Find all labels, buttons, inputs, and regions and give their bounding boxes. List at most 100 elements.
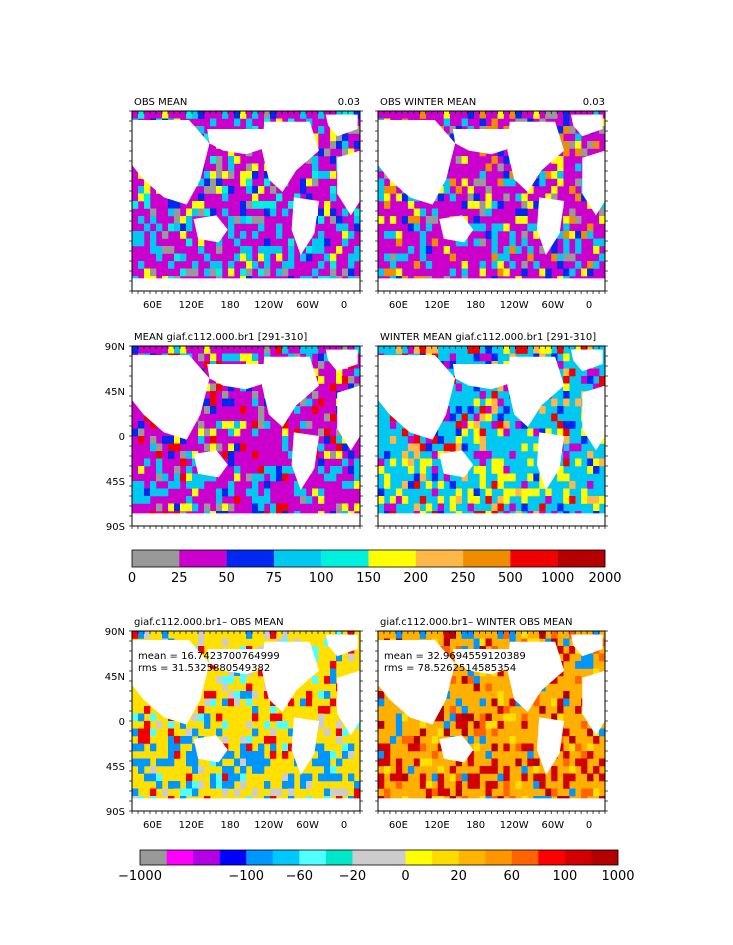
field-cell bbox=[228, 398, 235, 407]
field-cell bbox=[527, 223, 534, 232]
colorbar-diff-scale: −1000 −100 −60 −20 0 20 60 100 1000 bbox=[118, 849, 635, 884]
field-cell bbox=[593, 788, 600, 797]
colorbar-label: 1000 bbox=[601, 869, 634, 884]
field-cell bbox=[491, 728, 498, 737]
colorbar-label: −1000 bbox=[118, 869, 162, 884]
field-cell bbox=[569, 231, 576, 239]
field-cell bbox=[479, 208, 486, 217]
field-cell bbox=[378, 758, 385, 767]
field-cell bbox=[581, 428, 588, 437]
land-mask bbox=[582, 150, 605, 216]
field-cell bbox=[270, 246, 277, 254]
field-cell bbox=[258, 253, 265, 262]
field-cell bbox=[521, 721, 528, 729]
field-cell bbox=[401, 451, 409, 459]
field-cell bbox=[252, 171, 259, 179]
field-cell bbox=[192, 503, 199, 512]
x-tick-label: 120E bbox=[424, 820, 449, 831]
field-cell bbox=[198, 126, 205, 134]
field-cell bbox=[497, 466, 504, 474]
field-cell bbox=[210, 268, 217, 277]
colorbar-segment bbox=[226, 550, 275, 567]
field-cell bbox=[204, 171, 211, 179]
field-cell bbox=[300, 698, 307, 707]
field-cell bbox=[288, 201, 295, 209]
field-cell bbox=[449, 676, 456, 684]
field-cell bbox=[569, 766, 576, 774]
field-cell bbox=[210, 443, 217, 452]
colorbar-segment bbox=[463, 550, 511, 567]
field-cell bbox=[246, 743, 253, 752]
field-cell bbox=[467, 503, 474, 512]
field-cell bbox=[210, 171, 217, 179]
field-cell bbox=[575, 458, 582, 467]
field-cell bbox=[581, 488, 588, 497]
field-cell bbox=[557, 713, 564, 722]
x-tick-label: 60E bbox=[389, 820, 408, 831]
field-cell bbox=[162, 231, 169, 239]
field-cell bbox=[252, 398, 259, 407]
field-cell bbox=[138, 713, 145, 722]
field-cell bbox=[354, 141, 360, 149]
field-cell bbox=[186, 758, 193, 767]
field-cell bbox=[497, 178, 504, 187]
field-cell bbox=[401, 253, 409, 262]
field-cell bbox=[342, 376, 349, 384]
field-cell bbox=[234, 788, 241, 797]
field-cell bbox=[491, 398, 498, 407]
field-cell bbox=[503, 713, 510, 722]
field-cell bbox=[413, 736, 421, 744]
field-cell bbox=[479, 443, 486, 452]
field-cell bbox=[192, 488, 199, 497]
field-cell bbox=[234, 428, 241, 437]
land-mask bbox=[325, 114, 358, 137]
field-cell bbox=[587, 751, 594, 759]
field-cell bbox=[407, 201, 415, 209]
field-cell bbox=[425, 781, 433, 789]
field-cell bbox=[222, 751, 229, 759]
field-cell bbox=[324, 253, 331, 262]
field-cell bbox=[264, 721, 271, 729]
field-cell bbox=[497, 473, 504, 482]
field-cell bbox=[521, 743, 528, 752]
field-cell bbox=[180, 223, 187, 232]
field-cell bbox=[491, 246, 498, 254]
field-cell bbox=[348, 743, 355, 752]
colorbar-label: −20 bbox=[339, 869, 366, 884]
field-cell bbox=[575, 676, 582, 684]
field-cell bbox=[455, 781, 462, 789]
field-cell bbox=[395, 488, 403, 497]
field-cell bbox=[509, 698, 516, 707]
field-cell bbox=[336, 773, 343, 782]
field-cell bbox=[515, 758, 522, 767]
field-cell bbox=[210, 186, 217, 194]
x-tick-label: 180 bbox=[220, 300, 239, 311]
field-cell bbox=[407, 736, 415, 744]
field-cell bbox=[575, 133, 582, 142]
field-cell bbox=[563, 638, 570, 647]
field-cell bbox=[575, 743, 582, 752]
field-cell bbox=[216, 421, 223, 429]
field-cell bbox=[228, 231, 235, 239]
field-cell bbox=[174, 208, 181, 217]
field-cell bbox=[407, 443, 415, 452]
field-cell bbox=[300, 781, 307, 789]
field-cell bbox=[443, 473, 450, 482]
field-cell bbox=[497, 691, 504, 699]
field-cell bbox=[581, 766, 588, 774]
field-cell bbox=[437, 743, 444, 752]
field-cell bbox=[503, 466, 510, 474]
field-cell bbox=[144, 201, 151, 209]
field-cell bbox=[563, 353, 570, 362]
field-cell bbox=[569, 743, 576, 752]
field-cell bbox=[252, 193, 259, 202]
field-cell bbox=[539, 481, 546, 489]
field-cell bbox=[312, 268, 319, 277]
land-mask bbox=[378, 278, 605, 291]
field-cell bbox=[342, 728, 349, 737]
field-cell bbox=[228, 676, 235, 684]
field-cell bbox=[240, 268, 247, 277]
field-cell bbox=[156, 488, 163, 497]
field-cell bbox=[306, 691, 313, 699]
field-cell bbox=[599, 653, 605, 662]
